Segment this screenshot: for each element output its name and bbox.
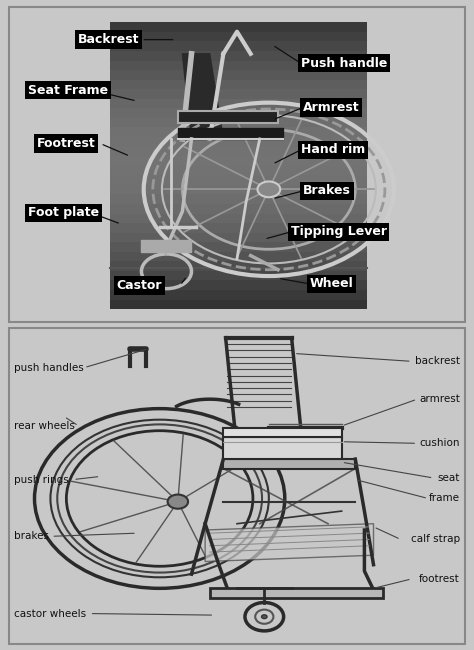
Bar bbox=[109, 166, 367, 176]
Text: cushion: cushion bbox=[419, 438, 460, 448]
Bar bbox=[109, 42, 367, 51]
Bar bbox=[109, 252, 367, 261]
Bar bbox=[109, 89, 367, 99]
Bar bbox=[109, 156, 367, 166]
Bar bbox=[109, 261, 367, 271]
Text: Hand rim: Hand rim bbox=[301, 144, 365, 157]
Bar bbox=[109, 109, 367, 118]
Text: push rings: push rings bbox=[14, 474, 69, 484]
Polygon shape bbox=[210, 588, 383, 598]
Text: Footrest: Footrest bbox=[37, 137, 96, 150]
Bar bbox=[109, 22, 367, 309]
Polygon shape bbox=[223, 428, 342, 437]
Text: calf strap: calf strap bbox=[411, 534, 460, 545]
Bar bbox=[109, 176, 367, 185]
Bar bbox=[178, 111, 278, 123]
Text: push handles: push handles bbox=[14, 363, 84, 372]
Text: Backrest: Backrest bbox=[78, 33, 139, 46]
Text: Brakes: Brakes bbox=[303, 185, 351, 198]
Bar bbox=[109, 223, 367, 233]
Ellipse shape bbox=[262, 615, 267, 619]
Ellipse shape bbox=[168, 495, 188, 509]
Text: brakes: brakes bbox=[14, 531, 49, 541]
Bar bbox=[109, 204, 367, 213]
Text: armrest: armrest bbox=[419, 394, 460, 404]
Bar bbox=[109, 99, 367, 109]
Bar bbox=[109, 118, 367, 127]
Text: frame: frame bbox=[429, 493, 460, 504]
Bar bbox=[109, 22, 367, 32]
Bar bbox=[109, 271, 367, 280]
Text: backrest: backrest bbox=[415, 356, 460, 367]
Bar bbox=[109, 70, 367, 80]
Circle shape bbox=[257, 181, 280, 197]
Polygon shape bbox=[223, 437, 342, 459]
Bar bbox=[109, 213, 367, 223]
Text: Tipping Lever: Tipping Lever bbox=[291, 226, 387, 239]
Bar bbox=[109, 127, 367, 137]
Text: seat: seat bbox=[438, 473, 460, 483]
Text: footrest: footrest bbox=[419, 574, 460, 584]
Text: castor wheels: castor wheels bbox=[14, 608, 86, 619]
Bar bbox=[109, 185, 367, 194]
Text: Seat Frame: Seat Frame bbox=[27, 84, 108, 97]
Polygon shape bbox=[182, 54, 223, 139]
Bar bbox=[109, 32, 367, 42]
Text: Wheel: Wheel bbox=[310, 278, 354, 291]
Bar bbox=[109, 137, 367, 147]
Bar bbox=[109, 300, 367, 309]
Text: rear wheels: rear wheels bbox=[14, 421, 75, 431]
Bar bbox=[109, 51, 367, 60]
Bar bbox=[109, 242, 367, 252]
Text: Castor: Castor bbox=[117, 279, 162, 292]
Bar bbox=[109, 280, 367, 290]
Text: Armrest: Armrest bbox=[303, 101, 360, 114]
Bar bbox=[109, 147, 367, 156]
Polygon shape bbox=[223, 459, 356, 469]
Bar bbox=[109, 290, 367, 300]
Text: Push handle: Push handle bbox=[301, 57, 387, 70]
Polygon shape bbox=[205, 524, 374, 562]
Text: Foot plate: Foot plate bbox=[27, 207, 99, 220]
Bar bbox=[109, 194, 367, 204]
Bar bbox=[109, 233, 367, 242]
Bar bbox=[109, 60, 367, 70]
Bar bbox=[109, 80, 367, 89]
